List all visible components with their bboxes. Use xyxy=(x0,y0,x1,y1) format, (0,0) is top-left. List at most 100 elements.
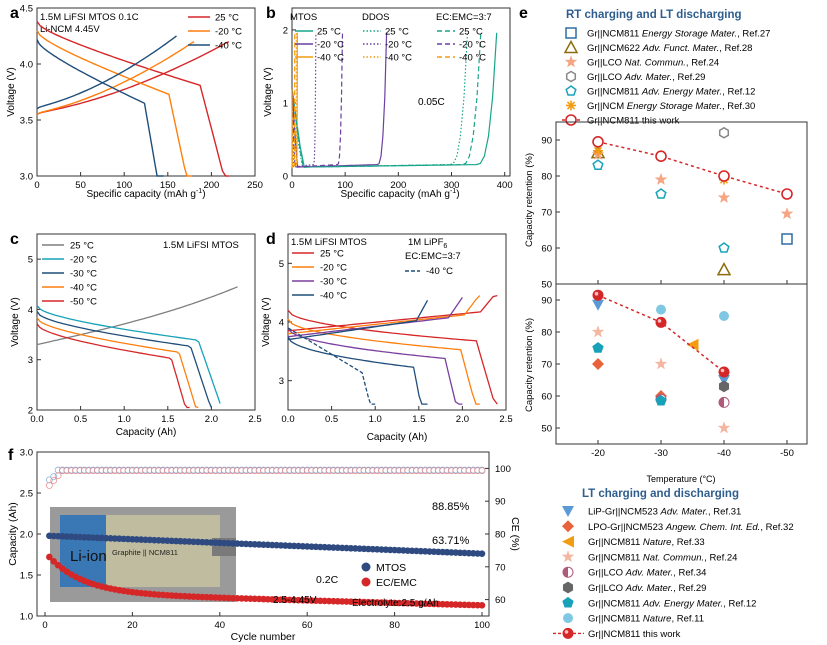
panel-letter-f: f xyxy=(8,447,14,464)
y-tick-label: 5 xyxy=(279,259,284,270)
point-bottom-7-0 xyxy=(656,304,666,315)
legend-f-mtos-marker xyxy=(361,562,371,572)
header-d-1: 1.5M LiFSI MTOS xyxy=(291,237,367,248)
point-bottom-6-1 xyxy=(655,394,667,406)
legend-e-bottom: LiP-Gr||NCM523 Adv. Mater., Ref.31LPO-Gr… xyxy=(553,506,794,640)
curve-c-2 xyxy=(36,311,212,408)
legend-e-top-name-0: Gr||NCM811 xyxy=(587,29,642,40)
x-tick-label: 60 xyxy=(302,620,313,631)
this-work-line-top xyxy=(597,141,788,195)
y-tick-label: 2 xyxy=(283,25,288,36)
legend-e-top-marker-1 xyxy=(563,39,579,54)
x-tick-label: 0 xyxy=(289,180,294,191)
legend-e-bottom-ref-2: , Ref.33 xyxy=(671,537,704,548)
curve-b-2-0 xyxy=(291,32,482,168)
legend-b-label-2-0: 25 °C xyxy=(459,27,483,38)
xlabel-a-text: Specific capacity (mAh g xyxy=(86,189,196,200)
point-top-2-1 xyxy=(654,172,668,186)
point-top-this-work-6-3 xyxy=(781,188,793,200)
points-e xyxy=(590,126,794,434)
photo-label-graphite: Graphite || NCM811 xyxy=(112,548,178,557)
axis-ticks-c: 0.0 0.5 1.0 1.5 2.0 2.5 2 3 4 5 xyxy=(28,255,262,425)
legend-e-bottom-name-3: Gr||NCM811 xyxy=(588,552,643,563)
y-tick-label: 5 xyxy=(28,255,33,266)
panel-letter-e: e xyxy=(519,5,528,22)
x-tick-label: 1.5 xyxy=(161,414,174,425)
y2-tick-label: 60 xyxy=(495,595,506,606)
point-bottom-5-0 xyxy=(718,380,730,393)
pct-ecemc: 63.71% xyxy=(432,535,470,547)
panel-f: f Li-ion Graphite || NCM811 0 20 40 60 80 100… xyxy=(7,447,521,643)
xlabel-c: Capacity (Ah) xyxy=(116,427,177,438)
title-e-bottom: LT charging and discharging xyxy=(582,488,739,500)
point-top-4-1 xyxy=(655,188,667,199)
curves-a xyxy=(36,20,230,177)
point-bottom-0-1 xyxy=(718,375,730,386)
point-top-this-work-6-1-ring xyxy=(655,150,667,162)
legend-e-top-name-5: Gr||NCM xyxy=(587,101,627,112)
x-tick-label: 80 xyxy=(389,620,400,631)
legend-e-bottom-ref-1: , Ref.32 xyxy=(760,522,793,533)
legend-e-top-journal-2: Nat. Commun. xyxy=(625,58,686,69)
legend-e-bottom-marker-this-work-8-fill xyxy=(562,627,574,639)
point-top-this-work-6-0 xyxy=(592,136,604,148)
legend-e-bottom-ref-6: , Ref.12 xyxy=(723,598,756,609)
legend-e-bottom-name-5: Gr||LCO xyxy=(588,583,626,594)
point-bottom-6-0 xyxy=(592,342,604,353)
legend-e-bottom-label-7: Gr||NCM811 Nature, Ref.11 xyxy=(588,614,704,625)
legend-e-bottom-marker-3 xyxy=(561,550,575,563)
legend-e-top-marker-this-work-6 xyxy=(565,114,577,126)
xlabel-b-text: Specific capacity (mAh g xyxy=(340,189,450,200)
legend-e-top-journal-5: Energy Storage Mater. xyxy=(627,101,722,112)
y-tick-label: 70 xyxy=(541,360,552,371)
ce-point-ecemc xyxy=(54,472,62,479)
legend-c-label-3: -40 °C xyxy=(70,283,97,294)
x-tick-label: -30 xyxy=(654,448,668,459)
legend-e-bottom-ref-4: , Ref.34 xyxy=(673,568,706,579)
discharge-curve-2 xyxy=(36,39,164,177)
legend-b-label-2-1: -20 °C xyxy=(459,40,486,51)
y-tick-label: 4.0 xyxy=(20,60,33,71)
header-d-4: -40 °C xyxy=(426,266,453,277)
y2-tick-label: 70 xyxy=(495,562,506,573)
charge-curve-d-1 xyxy=(287,295,481,335)
voltage-f: 2.5-4.45V xyxy=(273,595,317,606)
panel-b: b MTOS DDOS EC:EMC=3:7 0.05C 0 100 200 300 4… xyxy=(263,5,513,200)
y-tick-label: 1.5 xyxy=(20,571,33,582)
header-d-2-text: 1M LiPF xyxy=(408,237,444,248)
xlabel-b-sup: -1 xyxy=(450,188,456,195)
battery-photo: Li-ion Graphite || NCM811 xyxy=(50,507,236,602)
capacity-point-ecemc xyxy=(478,602,486,609)
legend-b-label-0-2: -40 °C xyxy=(317,53,344,64)
y2-tick-label: 80 xyxy=(495,530,506,541)
axis-ticks-e: 50 60 70 80 90 -20 -30 -40 -50 50 60 70 80 90 xyxy=(541,136,793,460)
panel-d: d 1.5M LiFSI MTOS 1M LiPF6 EC:EMC=3:7 -4… xyxy=(261,231,513,443)
charge-curve-d-0 xyxy=(287,294,498,332)
legend-e-top-ref-5: , Ref.30 xyxy=(722,101,755,112)
x-tick-label: 2.0 xyxy=(456,414,469,425)
legend-e-top-name-2: Gr||LCO xyxy=(587,58,625,69)
axis-ticks-a: 0 50 100 150 200 250 3.0 3.5 4.0 4.5 xyxy=(20,4,263,192)
point-bottom-4-1 xyxy=(718,396,730,408)
panel-letter-a: a xyxy=(10,5,19,22)
battery-label-area xyxy=(60,515,106,587)
x-tick-label: 0 xyxy=(42,620,47,631)
charge-curve-d-3 xyxy=(287,299,429,341)
legend-e-bottom-marker-7 xyxy=(563,613,573,624)
axis-ticks-b: 0 100 200 300 400 0 1 2 xyxy=(283,25,513,191)
legend-e-bottom-name-2: Gr||NCM811 xyxy=(588,537,643,548)
legend-e-bottom-journal-5: Adv. Mater. xyxy=(625,583,674,594)
x-tick-label: 100 xyxy=(337,180,353,191)
plot-frame-e-top xyxy=(555,121,808,285)
legend-e-bottom-label-4: Gr||LCO Adv. Mater., Ref.34 xyxy=(588,568,706,579)
legend-e-bottom-journal-1: Angew. Chem. Int. Ed. xyxy=(665,522,761,533)
legend-e-top-marker-5-stroke xyxy=(566,101,576,110)
point-bottom-this-work-8-1 xyxy=(655,316,667,328)
point-top-5-0-stroke xyxy=(593,146,603,155)
legend-e-top-label-5: Gr||NCM Energy Storage Mater., Ref.30 xyxy=(587,101,755,112)
panel-letter-c: c xyxy=(10,231,19,248)
legend-e-bottom-marker-this-work-8 xyxy=(562,627,574,639)
header-b-ddos: DDOS xyxy=(362,12,389,23)
legend-e-top-marker-this-work-6-ring xyxy=(565,114,577,126)
capacity-point-ecemc xyxy=(46,553,53,561)
